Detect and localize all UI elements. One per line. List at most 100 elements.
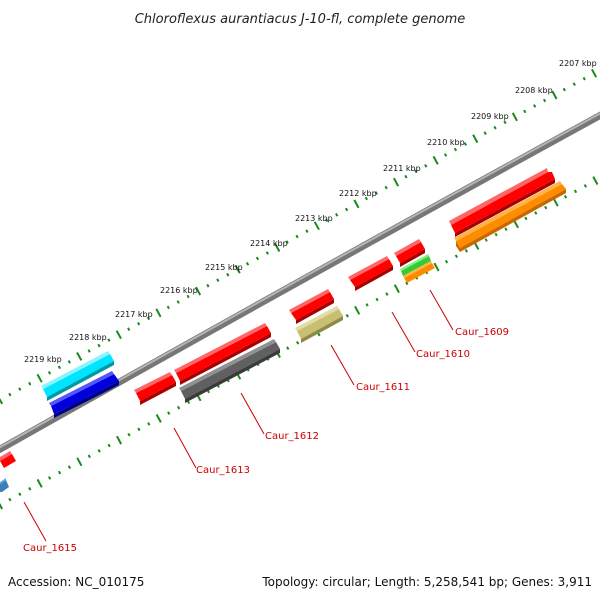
gene-label-caur-1615[interactable]: Caur_1615 [23,543,77,554]
scale-tick [444,259,449,264]
scale-tick [0,502,4,510]
scale-tick [424,164,428,168]
scale-tick [67,465,72,469]
gene-caur-1611-olive[interactable] [295,306,343,343]
scale-tick [325,218,329,223]
scale-tick [494,232,498,237]
scale-tick [364,196,368,201]
scale-tick [365,303,369,307]
scale-tick [107,338,111,342]
scale-tick [583,184,587,188]
gene-features [0,168,566,492]
scale-tick [107,443,111,448]
scale-tick [472,134,479,144]
tick-label: 2212 kbp [339,189,377,198]
scale-labels: 2207 kbp 2208 kbp 2209 kbp 2210 kbp 2211… [24,59,597,364]
gene-caur-1613[interactable] [134,372,176,405]
gene-cyan[interactable] [41,351,114,401]
scale-tick [8,392,12,397]
map-title: Chloroflexus aurantiacus J-10-fl, comple… [135,12,466,27]
scale-tick [155,414,162,423]
scale-tick [353,199,360,209]
scale-tick [226,272,230,277]
tick-label: 2217 kbp [115,310,153,319]
gene-label-caur-1612[interactable]: Caur_1612 [265,431,319,442]
tick-label: 2210 kbp [427,138,465,147]
scale-tick [344,207,349,212]
scale-tick [127,327,131,331]
gene-label-caur-1613[interactable]: Caur_1613 [196,465,250,476]
scale-tick [147,422,151,426]
gene-label-caur-1611[interactable]: Caur_1611 [356,382,410,393]
scale-tick [572,82,576,86]
scale-tick [432,155,439,165]
scale-tick [405,281,409,286]
gene-steel-blue[interactable] [0,478,9,492]
gene-caur-1615[interactable] [0,451,16,468]
gene-caur-1610[interactable] [348,256,393,291]
scale-tick [195,286,202,296]
scale-tick [305,229,309,233]
label-leaders [23,289,454,542]
scale-tick [216,278,220,282]
gene-labels: Caur_1609 Caur_1610 Caur_1611 Caur_1612 … [23,327,509,554]
scale-tick [146,316,151,321]
scale-tick [504,227,508,231]
scale-tick [28,381,32,386]
scale-tick [573,189,578,194]
outer-scale-ring [0,68,598,405]
scale-tick [375,297,379,302]
scale-tick [57,470,62,475]
gene-label-caur-1609[interactable]: Caur_1609 [455,327,509,338]
scale-tick [286,346,290,350]
scale-tick [542,98,547,103]
scale-tick [296,341,300,345]
gene-blue[interactable] [49,371,119,418]
scale-tick [285,240,289,244]
scale-tick [206,283,210,288]
gene-orange-large[interactable] [454,181,566,252]
tick-label: 2215 kbp [205,263,243,272]
scale-tick [0,397,4,405]
leader-line [173,427,197,469]
scale-tick [414,169,418,174]
scale-tick [176,300,180,304]
scale-tick [186,294,190,299]
scale-tick [511,112,518,122]
scale-tick [404,174,408,179]
leader-line [23,501,47,542]
scale-tick [524,216,528,221]
gene-caur-1612-gray[interactable] [179,339,280,403]
accession-text: Accession: NC_010175 [8,575,144,589]
scale-tick [484,238,488,242]
scale-tick [544,205,548,210]
gene-label-caur-1610[interactable]: Caur_1610 [416,349,470,360]
gene-red-top-right[interactable] [449,168,555,237]
scale-tick [137,321,141,326]
inner-scale-ring [0,176,599,510]
scale-tick [463,142,467,146]
gene-orange-small[interactable] [403,261,435,283]
scale-tick [234,264,241,274]
scale-tick [393,177,400,187]
tick-label: 2213 kbp [295,214,333,223]
scale-tick [36,478,43,488]
gene-caur-1612[interactable] [174,323,271,385]
scale-tick [483,131,487,135]
scale-tick [493,125,497,130]
scale-tick [47,371,52,375]
gene-red-small[interactable] [394,239,425,267]
scale-tick [177,405,181,410]
leader-line [330,344,355,386]
gene-green-small[interactable] [400,254,431,276]
scale-tick [453,147,458,152]
scale-tick [533,104,537,108]
scale-tick [18,492,22,496]
tick-label: 2208 kbp [515,86,553,95]
tick-label: 2207 kbp [559,59,597,68]
scale-tick [255,256,260,261]
scale-tick [115,330,122,340]
leader-line [391,311,416,353]
gene-caur-1611[interactable] [289,289,334,324]
scale-tick [155,308,162,318]
